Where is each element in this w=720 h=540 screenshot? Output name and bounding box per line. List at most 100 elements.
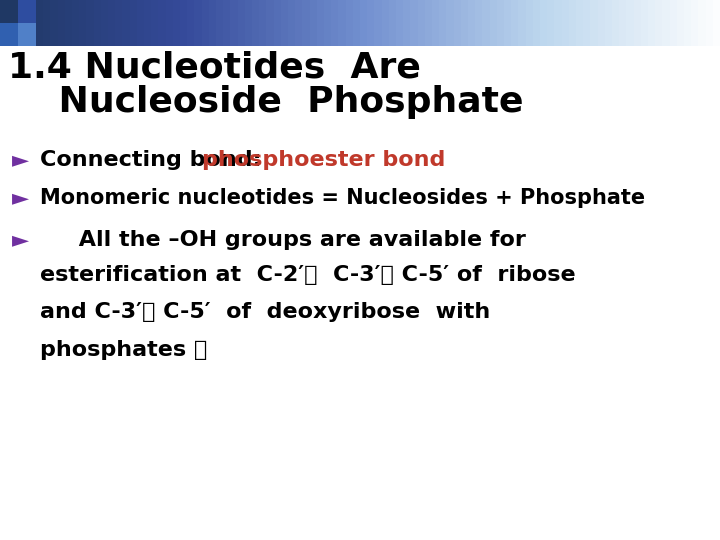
Bar	[641, 0, 649, 46]
Bar	[331, 0, 339, 46]
Bar	[511, 0, 519, 46]
Bar	[353, 0, 361, 46]
Bar	[115, 0, 123, 46]
Bar	[7, 0, 15, 46]
Text: 1.4 Nucleotides  Are: 1.4 Nucleotides Are	[8, 50, 421, 84]
Bar	[619, 0, 627, 46]
Bar	[122, 0, 130, 46]
Bar	[432, 0, 440, 46]
Bar	[144, 0, 152, 46]
Text: Connecting bond:: Connecting bond:	[40, 150, 269, 170]
Bar	[72, 0, 80, 46]
Bar	[598, 0, 606, 46]
Bar	[209, 0, 217, 46]
Bar	[266, 0, 274, 46]
Text: Monomeric nucleotides = Nucleosides + Phosphate: Monomeric nucleotides = Nucleosides + Ph…	[40, 188, 645, 208]
Bar	[713, 0, 720, 46]
Bar	[533, 0, 541, 46]
Bar	[360, 0, 368, 46]
Bar	[562, 0, 570, 46]
Text: and C-3′、 C-5′  of  deoxyribose  with: and C-3′、 C-5′ of deoxyribose with	[40, 302, 490, 322]
Bar	[43, 0, 51, 46]
Bar	[590, 0, 598, 46]
Bar	[238, 0, 246, 46]
Bar	[490, 0, 498, 46]
Bar	[605, 0, 613, 46]
Bar	[518, 0, 526, 46]
Bar	[446, 0, 454, 46]
Bar	[58, 0, 66, 46]
Bar	[497, 0, 505, 46]
Bar	[302, 0, 310, 46]
Bar	[180, 0, 188, 46]
Bar	[317, 0, 325, 46]
Text: ►: ►	[12, 188, 29, 208]
Bar	[626, 0, 634, 46]
Bar	[367, 0, 375, 46]
Bar	[223, 0, 231, 46]
Bar	[216, 0, 224, 46]
Bar	[137, 0, 145, 46]
Text: phosphates 。: phosphates 。	[40, 340, 207, 360]
Bar	[14, 0, 22, 46]
Bar	[151, 0, 159, 46]
Bar	[648, 0, 656, 46]
Text: esterification at  C-2′、  C-3′、 C-5′ of  ribose: esterification at C-2′、 C-3′、 C-5′ of ri…	[40, 265, 575, 285]
Bar	[410, 0, 418, 46]
Bar	[0, 0, 8, 46]
Text: Nucleoside  Phosphate: Nucleoside Phosphate	[8, 85, 523, 119]
Bar	[374, 0, 382, 46]
Bar	[403, 0, 411, 46]
Bar	[158, 0, 166, 46]
Bar	[0, 23, 18, 46]
Bar	[86, 0, 94, 46]
Bar	[425, 0, 433, 46]
Bar	[187, 0, 195, 46]
Bar	[547, 0, 555, 46]
Bar	[612, 0, 620, 46]
Bar	[295, 0, 303, 46]
Bar	[252, 0, 260, 46]
Bar	[662, 0, 670, 46]
Bar	[29, 0, 37, 46]
Bar	[655, 0, 663, 46]
Bar	[346, 0, 354, 46]
Bar	[504, 0, 512, 46]
Bar	[418, 0, 426, 46]
Bar	[634, 0, 642, 46]
Bar	[194, 0, 202, 46]
Bar	[245, 0, 253, 46]
Bar	[569, 0, 577, 46]
Bar	[554, 0, 562, 46]
Bar	[583, 0, 591, 46]
Bar	[281, 0, 289, 46]
Bar	[475, 0, 483, 46]
Bar	[36, 0, 44, 46]
Bar	[698, 0, 706, 46]
Text: phosphoester bond: phosphoester bond	[202, 150, 446, 170]
Bar	[468, 0, 476, 46]
Bar	[230, 0, 238, 46]
Bar	[94, 0, 102, 46]
Bar	[108, 0, 116, 46]
Bar	[22, 0, 30, 46]
Bar	[576, 0, 584, 46]
Bar	[18, 23, 36, 46]
Bar	[389, 0, 397, 46]
Bar	[454, 0, 462, 46]
Bar	[130, 0, 138, 46]
Bar	[259, 0, 267, 46]
Bar	[670, 0, 678, 46]
Bar	[684, 0, 692, 46]
Bar	[396, 0, 404, 46]
Bar	[691, 0, 699, 46]
Bar	[482, 0, 490, 46]
Bar	[677, 0, 685, 46]
Bar	[439, 0, 447, 46]
Text: ►: ►	[12, 150, 29, 170]
Bar	[324, 0, 332, 46]
Bar	[288, 0, 296, 46]
Text: All the –OH groups are available for: All the –OH groups are available for	[40, 230, 526, 250]
Bar	[540, 0, 548, 46]
Bar	[166, 0, 174, 46]
